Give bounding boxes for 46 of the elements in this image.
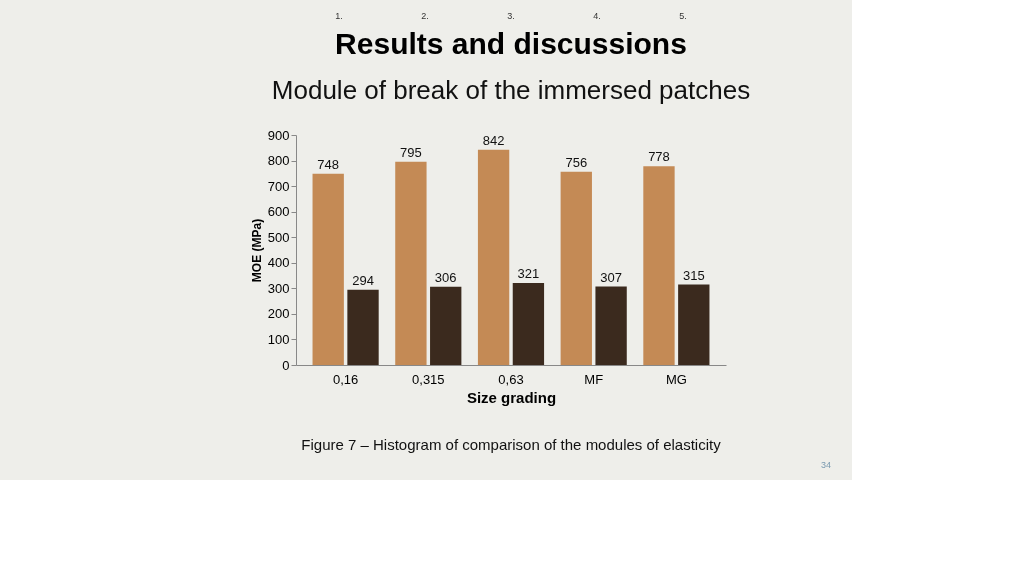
- bar: [347, 289, 379, 365]
- text: 3.: [507, 11, 515, 21]
- data-label: 795: [400, 144, 422, 160]
- y-tick-label: 300: [267, 280, 290, 296]
- data-label: 306: [434, 269, 457, 285]
- data-label: 315: [682, 267, 705, 283]
- y-tick-label: 500: [267, 229, 290, 245]
- bar: [643, 166, 675, 365]
- y-tick-label: 400: [267, 255, 290, 271]
- text: 5.: [679, 11, 687, 21]
- data-label: 294: [352, 272, 374, 288]
- bar: [512, 282, 545, 365]
- caption: Figure 7 – Histogram of comparison of the modules of elasticity: [301, 436, 722, 453]
- y-tick-label: 200: [267, 306, 290, 322]
- bar: [560, 171, 592, 365]
- y-axis-title: MOE (MPa): [249, 218, 264, 283]
- bar: [395, 161, 427, 365]
- data-label: 307: [600, 269, 622, 285]
- text: 34: [820, 460, 832, 470]
- text: 1.: [335, 11, 343, 21]
- data-label: 748: [317, 156, 340, 172]
- data-label: 778: [648, 149, 670, 165]
- y-tick-label: 700: [267, 178, 290, 194]
- data-label: 756: [565, 154, 588, 170]
- chart-title: Results and discussions: [335, 27, 687, 60]
- data-label: 321: [517, 265, 540, 281]
- text: 2.: [421, 11, 429, 21]
- bar: [312, 173, 344, 365]
- data-label: 842: [482, 132, 505, 148]
- x-tick-label: MF: [584, 371, 604, 387]
- x-tick-label: 0,63: [498, 371, 524, 387]
- bar: [678, 284, 710, 365]
- y-tick-label: 0: [282, 357, 290, 373]
- y-tick-label: 900: [267, 127, 290, 143]
- bar: [595, 286, 627, 365]
- bar: [477, 149, 510, 365]
- chart-subtitle: Module of break of the immersed patches: [271, 75, 751, 105]
- bar: [430, 286, 462, 365]
- text: 4.: [593, 11, 601, 21]
- x-tick-label: MG: [665, 371, 687, 387]
- y-tick-label: 600: [267, 204, 290, 220]
- x-axis-title: Size grading: [466, 388, 557, 406]
- x-tick-label: 0,315: [412, 371, 445, 387]
- y-tick-label: 100: [267, 331, 290, 347]
- y-tick-label: 800: [267, 153, 290, 169]
- x-tick-label: 0,16: [332, 371, 359, 387]
